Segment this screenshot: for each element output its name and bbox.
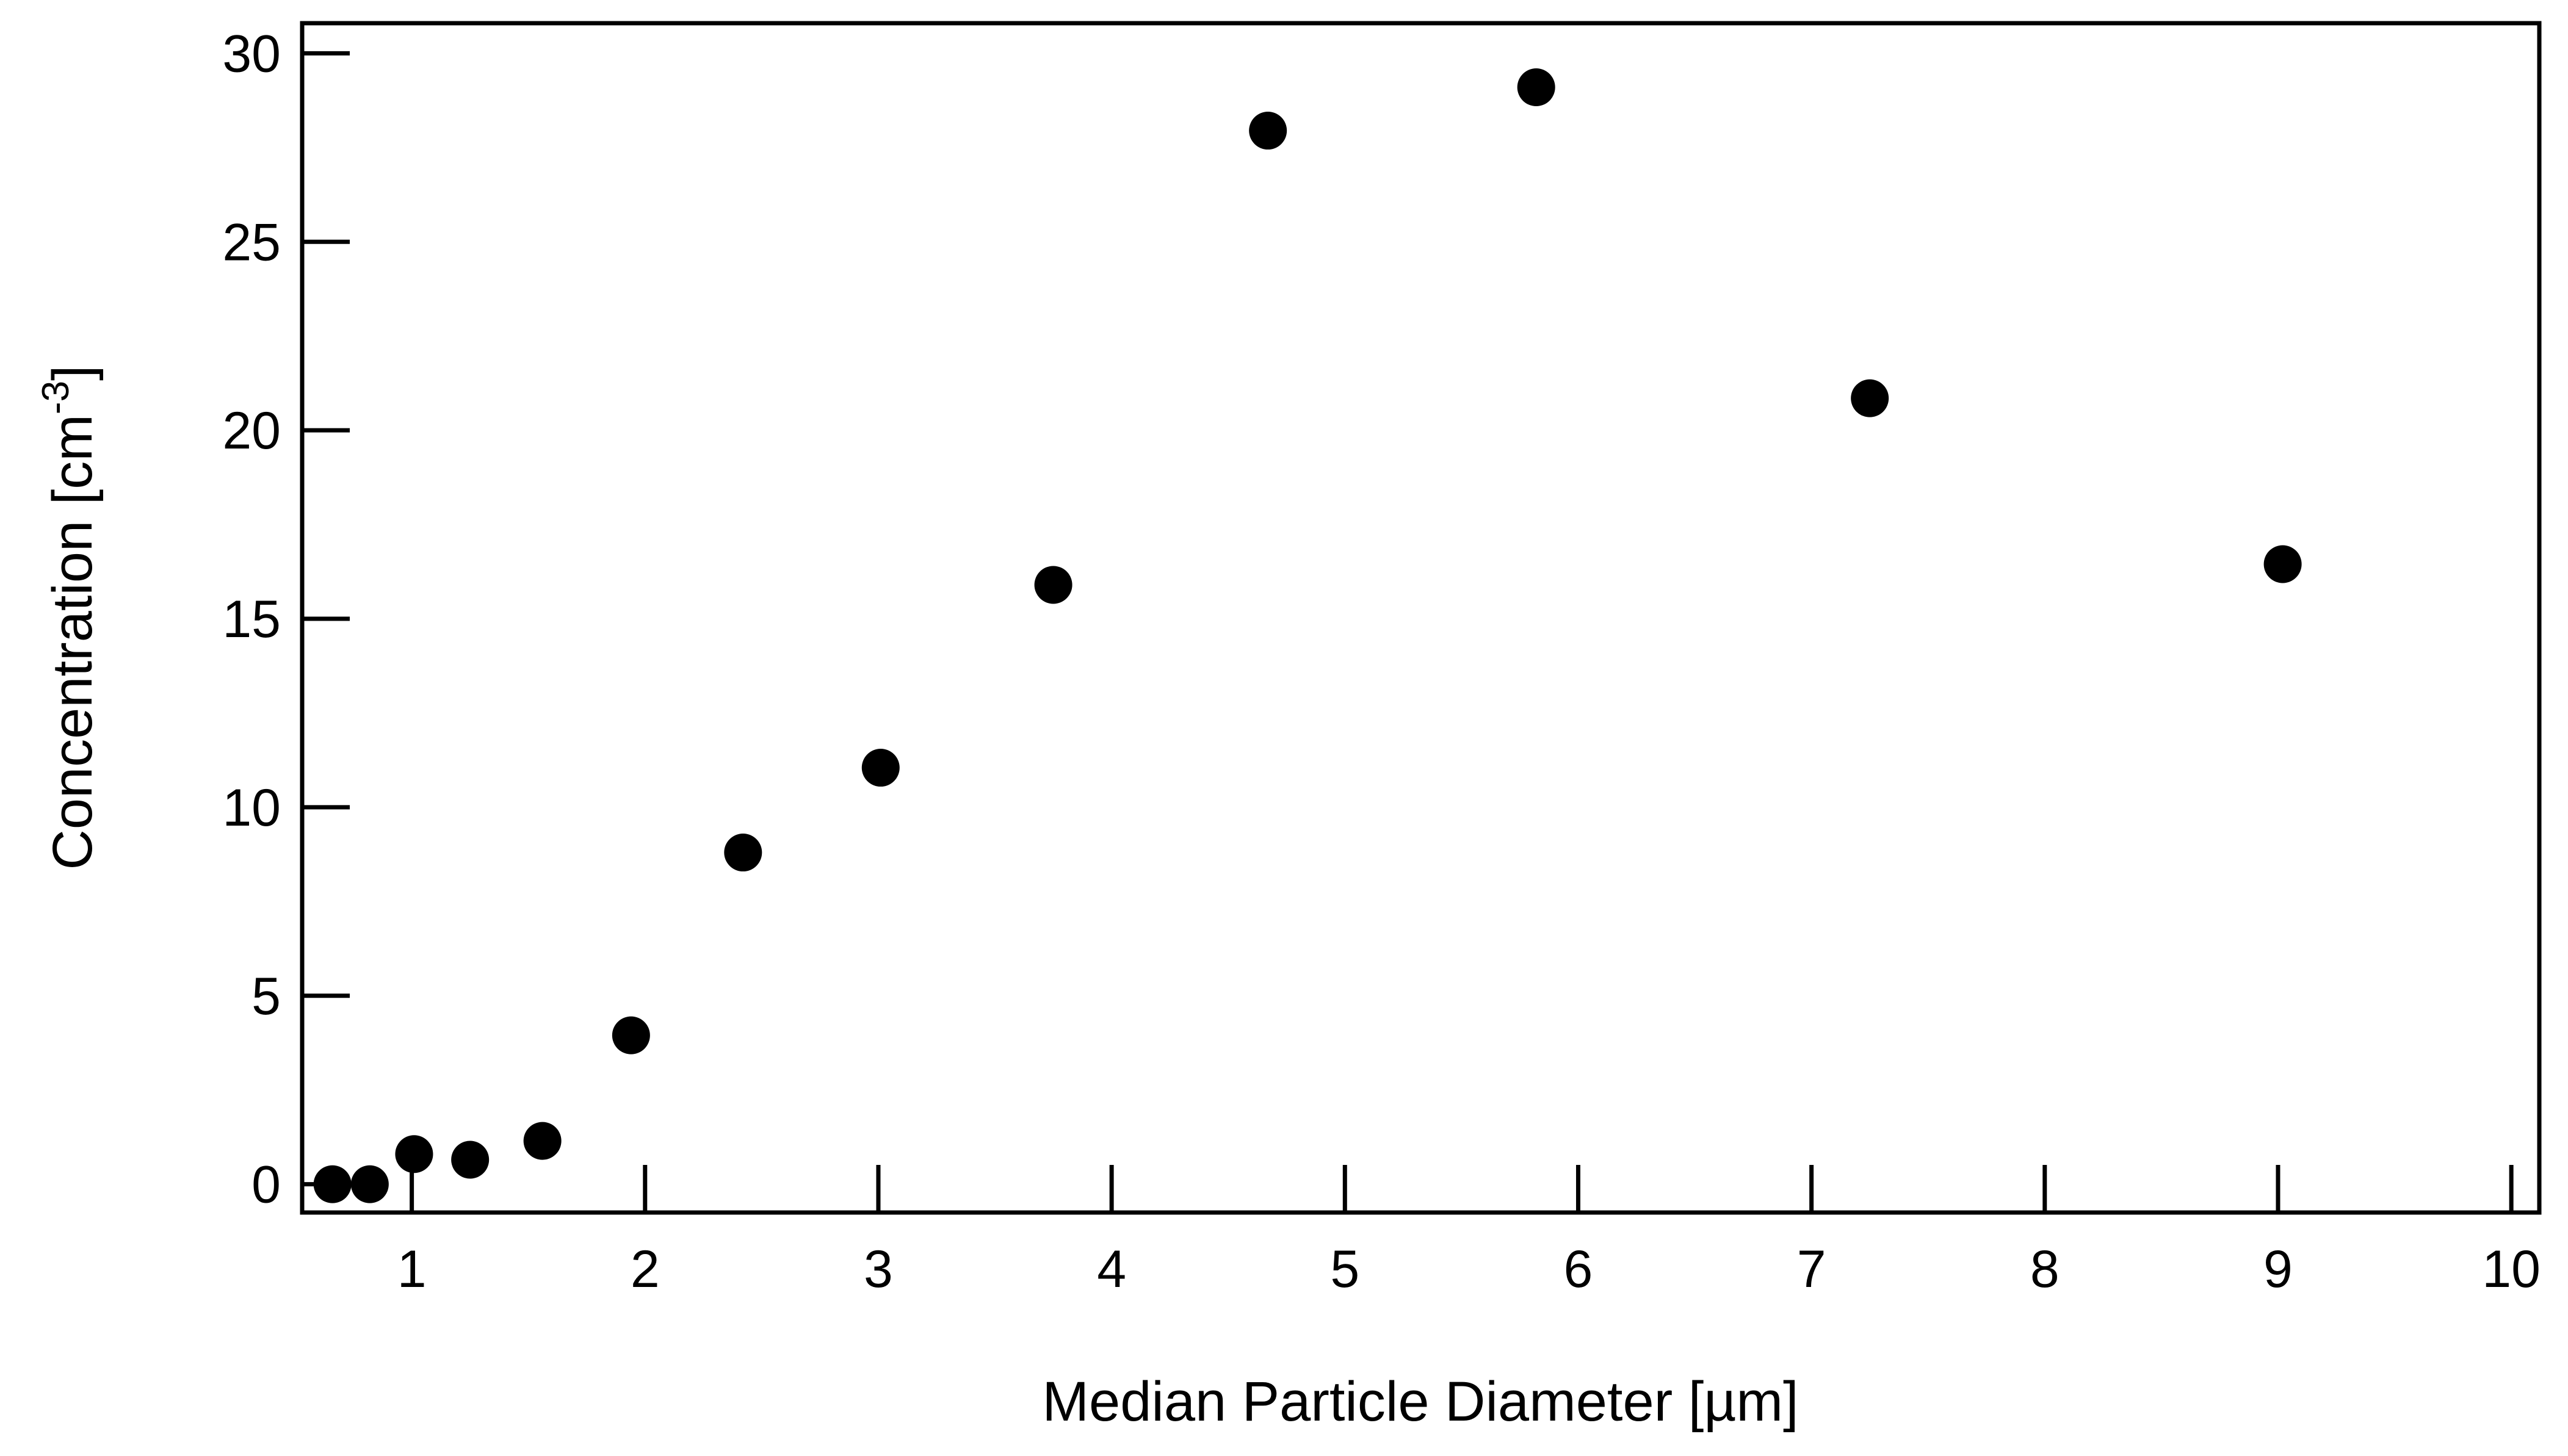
y-tick-label: 5 xyxy=(251,967,281,1026)
x-tick-label: 5 xyxy=(1330,1240,1359,1299)
y-tick-label: 15 xyxy=(222,590,281,649)
y-tick-label: 20 xyxy=(222,402,281,460)
x-tick-label: 4 xyxy=(1097,1240,1126,1299)
x-tick-label: 8 xyxy=(2030,1240,2060,1299)
data-point xyxy=(350,1165,389,1203)
data-point xyxy=(395,1135,433,1173)
data-point xyxy=(2263,545,2302,583)
y-tick-label: 10 xyxy=(222,779,281,837)
data-point xyxy=(1249,112,1287,150)
data-point xyxy=(861,749,900,787)
x-tick-label: 6 xyxy=(1564,1240,1593,1299)
data-point xyxy=(1517,68,1555,107)
y-tick-label: 30 xyxy=(222,24,281,83)
data-point xyxy=(1851,379,1889,417)
y-axis-title-main: Concentration [cm xyxy=(42,414,104,870)
y-tick-label: 0 xyxy=(251,1156,281,1214)
x-tick-label: 2 xyxy=(631,1240,660,1299)
x-tick-label: 7 xyxy=(1797,1240,1826,1299)
data-point xyxy=(313,1165,352,1203)
x-axis-title: Median Particle Diameter [µm] xyxy=(1042,1371,1798,1433)
data-point xyxy=(1034,566,1072,604)
x-tick-label: 3 xyxy=(864,1240,893,1299)
y-tick-label: 25 xyxy=(222,213,281,272)
data-point xyxy=(724,834,762,872)
y-axis-title-exponent: -3 xyxy=(35,381,77,414)
x-tick-label: 10 xyxy=(2482,1240,2541,1299)
data-points xyxy=(313,68,2302,1203)
y-axis-ticks: 0 5 10 15 20 25 30 xyxy=(222,24,350,1214)
data-point xyxy=(451,1141,490,1179)
x-axis-ticks: 1 2 3 4 5 6 7 8 9 10 xyxy=(397,1165,2541,1299)
x-tick-label: 1 xyxy=(397,1240,427,1299)
data-point xyxy=(523,1122,562,1160)
data-point xyxy=(612,1016,650,1054)
x-tick-label: 9 xyxy=(2263,1240,2293,1299)
y-axis-title: Concentration [cm-3] xyxy=(35,365,104,870)
y-axis-title-suffix: ] xyxy=(42,365,104,381)
